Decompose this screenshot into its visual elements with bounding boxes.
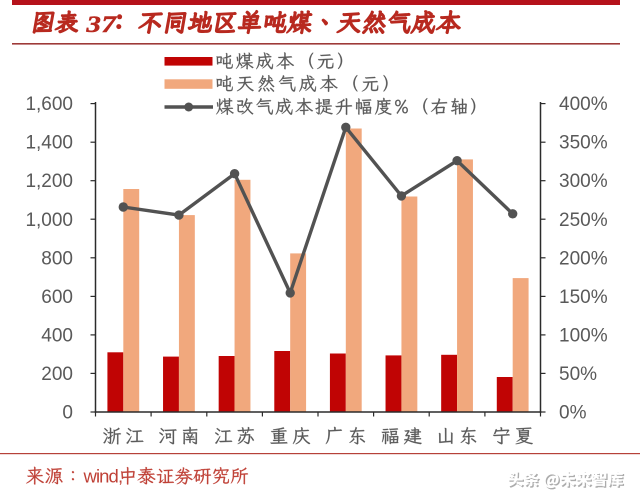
svg-text:wind,: wind, (83, 466, 123, 487)
svg-text:0: 0 (62, 403, 73, 424)
svg-text:250%: 250% (559, 210, 608, 231)
svg-text:37: 37 (85, 12, 116, 38)
svg-text:1,400: 1,400 (25, 133, 73, 154)
svg-text:50%: 50% (559, 364, 597, 385)
svg-text:1,000: 1,000 (25, 210, 73, 231)
svg-text:200: 200 (41, 364, 73, 385)
svg-text:800: 800 (41, 248, 73, 269)
svg-text:600: 600 (41, 287, 73, 308)
svg-text:1,200: 1,200 (25, 171, 73, 192)
svg-text:400: 400 (41, 325, 73, 346)
svg-text:150%: 150% (559, 287, 608, 308)
svg-text:300%: 300% (559, 171, 608, 192)
svg-text:400%: 400% (559, 94, 608, 115)
svg-text:200%: 200% (559, 248, 608, 269)
svg-text:1,600: 1,600 (25, 94, 73, 115)
svg-text:100%: 100% (559, 325, 608, 346)
svg-text:350%: 350% (559, 133, 608, 154)
svg-text:0%: 0% (559, 403, 587, 424)
